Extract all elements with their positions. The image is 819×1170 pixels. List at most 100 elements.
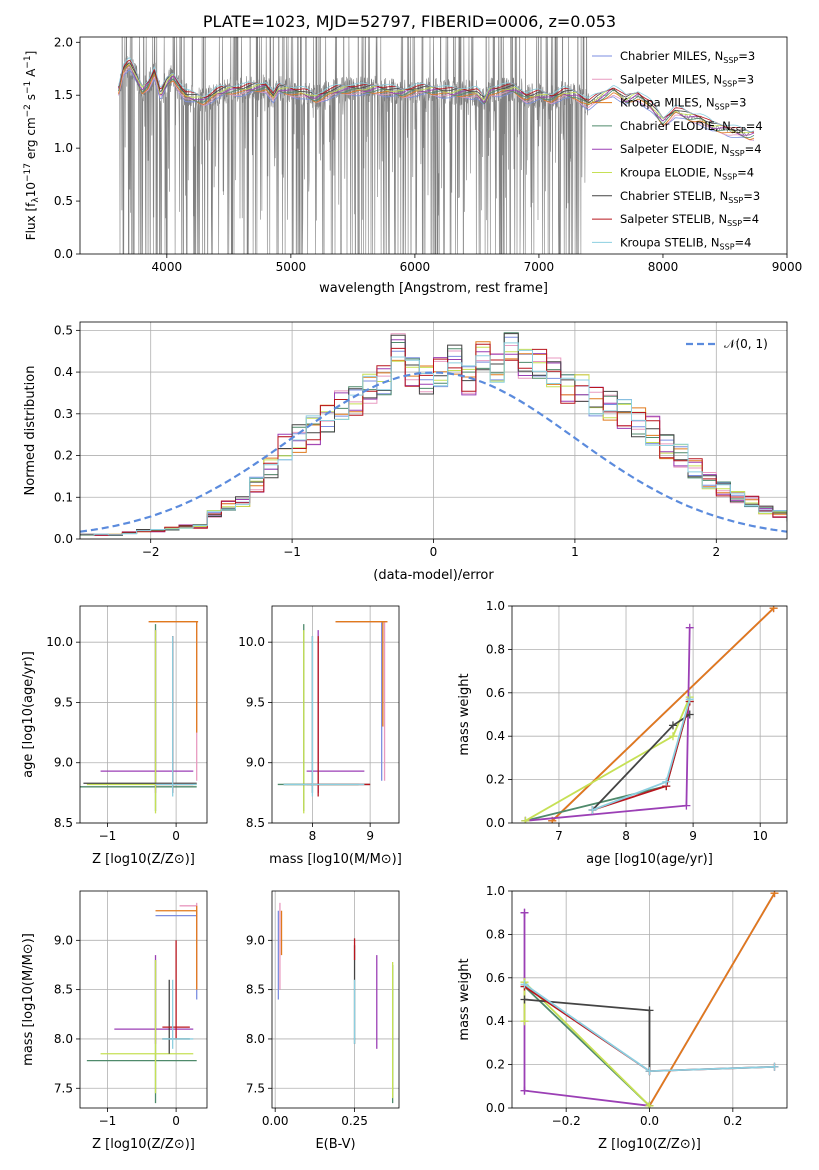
x-tick-label: 10 [753, 829, 768, 843]
plot-area [86, 902, 198, 1104]
plot-area [80, 332, 787, 536]
x-tick-label: −1 [283, 545, 301, 559]
axes-frame [271, 605, 400, 824]
plot-area [521, 606, 778, 823]
y-tick-label: 9.0 [246, 756, 265, 770]
x-tick-label: 8000 [648, 260, 679, 274]
plot-area [520, 891, 779, 1108]
x-tick-label: 0 [172, 1114, 180, 1128]
axes-spectrum: 4000 5000 6000 7000 8000 9000 0.0 0.5 1.0 1.5 2.0 w… [23, 35, 802, 296]
x-tick-label: 1 [571, 545, 579, 559]
x-tick-label: 4000 [152, 260, 183, 274]
y-tick-label: 10.0 [46, 635, 73, 649]
weight-line [551, 607, 775, 822]
histogram-step [80, 339, 787, 536]
axes-weight_vs_Z: −0.2 0.0 0.2 0.0 0.2 0.4 0.6 0.8 1.0 Z [log10(Z/Z… [457, 884, 788, 1152]
gaussian-curve [80, 371, 787, 533]
spectrum-legend: Chabrier MILES, NSSP=3 Salpeter MILES, NS… [592, 49, 763, 251]
y-axis-label: mass [log10(M/M⊙)] [21, 933, 36, 1066]
weight-marker [520, 980, 529, 989]
weight-marker [682, 801, 691, 810]
weight-marker [685, 710, 694, 719]
y-tick-label: 1.0 [54, 141, 73, 155]
histogram-step [80, 333, 787, 536]
axes-age_vs_Z: −1 0 8.5 9.0 9.5 10.0 Z [log10(Z/Z⊙)] age [log1… [21, 605, 208, 867]
x-tick-label: 0.00 [262, 1114, 289, 1128]
spectrum-data-line [119, 37, 750, 254]
legend-label: Salpeter ELODIE, NSSP=4 [620, 142, 762, 158]
x-tick-label: 0 [430, 545, 438, 559]
legend-label: Salpeter MILES, NSSP=3 [620, 72, 754, 88]
axes-frame [511, 605, 788, 824]
histogram-step [80, 333, 787, 536]
y-tick-label: 8.5 [246, 983, 265, 997]
x-tick-label: −2 [142, 545, 160, 559]
y-tick-label: 0.6 [486, 686, 505, 700]
figure-title: PLATE=1023, MJD=52797, FIBERID=0006, z=0… [202, 12, 617, 31]
x-tick-label: 2 [712, 545, 720, 559]
axes-frame [79, 605, 208, 824]
y-axis-label: age [log10(age/yr)] [21, 651, 36, 778]
y-tick-label: 8.5 [246, 816, 265, 830]
y-tick-label: 1.5 [54, 88, 73, 102]
x-axis-label: age [log10(age/yr)] [586, 852, 713, 867]
x-tick-label: 9 [366, 829, 374, 843]
axes-frame [79, 890, 208, 1109]
plot-area [118, 37, 755, 254]
weight-marker [645, 1006, 654, 1015]
axes-frame [79, 321, 788, 540]
y-tick-label: 0.3 [54, 407, 73, 421]
legend-label: Chabrier ELODIE, NSSP=4 [620, 119, 763, 135]
y-tick-label: 1.0 [486, 884, 505, 898]
x-axis-label: E(B-V) [315, 1137, 355, 1152]
x-axis-label: (data-model)/error [373, 568, 494, 583]
y-tick-label: 0.5 [54, 194, 73, 208]
y-tick-label: 9.0 [54, 756, 73, 770]
weight-marker [645, 1067, 654, 1076]
weight-line [525, 701, 691, 822]
x-tick-label: 7 [555, 829, 563, 843]
legend-label: Chabrier STELIB, NSSP=3 [620, 189, 760, 205]
y-tick-label: 0.5 [54, 323, 73, 337]
y-axis-label: mass weight [457, 958, 472, 1040]
weight-marker [645, 1101, 654, 1108]
weight-marker [685, 695, 694, 704]
x-tick-label: 0.0 [640, 1114, 659, 1128]
weight-marker [769, 606, 778, 613]
plot-area [277, 621, 388, 814]
histogram-step [80, 346, 787, 536]
y-tick-label: 1.0 [486, 599, 505, 613]
weight-marker [668, 732, 677, 741]
y-tick-label: 0.4 [486, 729, 505, 743]
weight-marker [770, 891, 779, 898]
legend-label: Chabrier MILES, NSSP=3 [620, 49, 755, 65]
axes-frame [511, 890, 788, 1109]
x-tick-label: −1 [99, 829, 117, 843]
histogram-step [80, 342, 787, 536]
y-tick-label: 9.5 [54, 695, 73, 709]
weight-marker [521, 816, 530, 823]
histogram-step [80, 336, 787, 536]
plot-area [277, 902, 394, 1104]
x-axis-label: Z [log10(Z/Z⊙)] [92, 1137, 195, 1152]
weight-line [524, 998, 651, 1072]
y-tick-label: 0.2 [486, 773, 505, 787]
x-tick-label: 0 [172, 829, 180, 843]
x-tick-label: −1 [99, 1114, 117, 1128]
weight-marker [685, 623, 694, 632]
x-axis-label: Z [log10(Z/Z⊙)] [92, 852, 195, 867]
legend-label: Kroupa MILES, NSSP=3 [620, 96, 746, 112]
y-tick-label: 9.0 [246, 933, 265, 947]
y-tick-label: 2.0 [54, 35, 73, 49]
x-tick-label: 9 [689, 829, 697, 843]
y-tick-label: 10.0 [238, 635, 265, 649]
axes-frame [271, 890, 400, 1109]
weight-marker [520, 1017, 529, 1026]
weight-line [648, 892, 776, 1107]
weight-line [524, 696, 691, 822]
weight-line [591, 713, 691, 811]
y-tick-label: 9.5 [246, 695, 265, 709]
y-axis-label: Flux [fλ10−17 erg cm−2 s−1 A−1] [23, 51, 41, 241]
y-axis-label: Normed distribution [23, 366, 38, 496]
x-tick-label: 8 [309, 829, 317, 843]
